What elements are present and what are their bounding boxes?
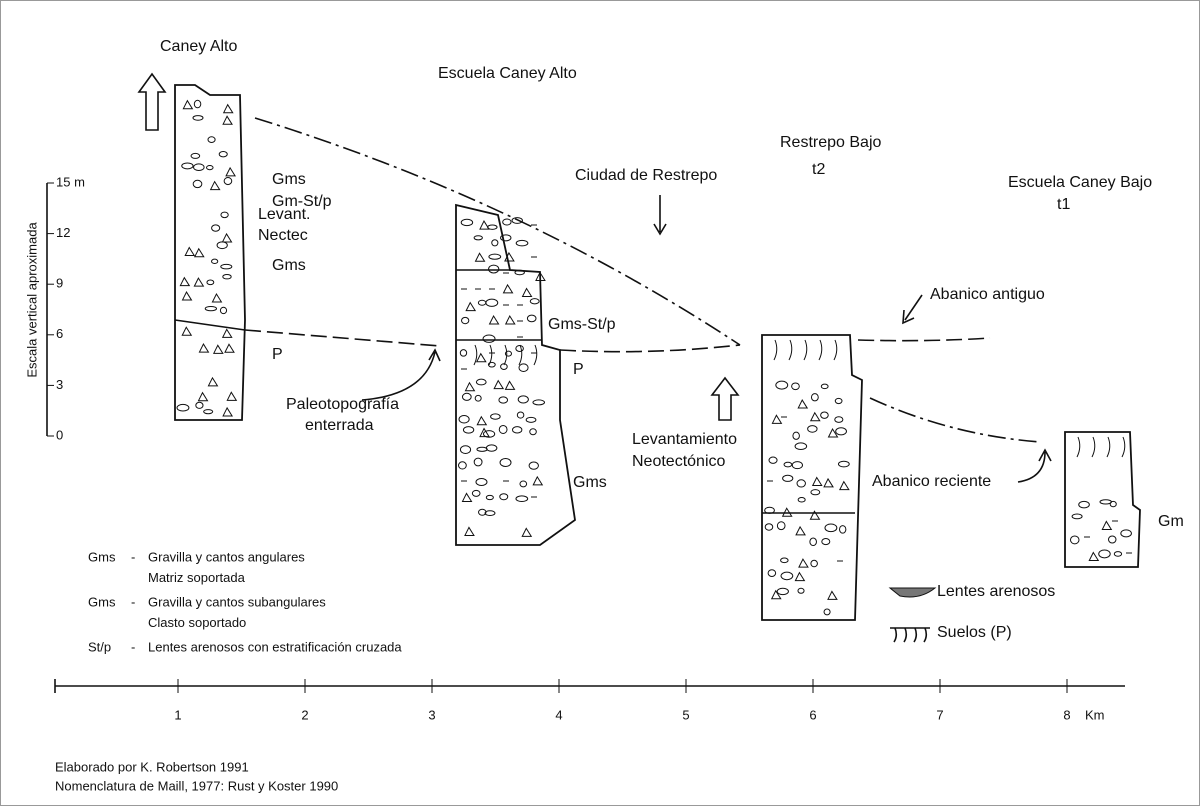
legend-text: Lentes arenosos con estratificación cruz… bbox=[148, 639, 402, 654]
tick-label: 2 bbox=[301, 707, 308, 722]
legend-symbol-label: Lentes arenosos bbox=[937, 583, 1055, 600]
annotation: P bbox=[573, 361, 584, 378]
column bbox=[175, 85, 245, 420]
annotation: enterrada bbox=[305, 417, 374, 434]
annotation: Gm bbox=[1158, 513, 1184, 530]
legend-text: Gravilla y cantos angulares bbox=[148, 549, 305, 564]
tick-label: 6 bbox=[56, 326, 63, 341]
annotation: Neotectónico bbox=[632, 453, 725, 470]
annotation: Gms-St/p bbox=[548, 316, 616, 333]
footer: Elaborado por K. Robertson 1991 bbox=[55, 759, 249, 774]
annotation: Abanico antiguo bbox=[930, 286, 1045, 303]
annotation: Gm-St/p bbox=[272, 193, 332, 210]
annotation: Nectec bbox=[258, 227, 308, 244]
legend-text: Clasto soportado bbox=[148, 615, 246, 630]
tick-label: 15 m bbox=[56, 174, 85, 189]
tick-label: 3 bbox=[56, 377, 63, 392]
legend-text: Matriz soportada bbox=[148, 570, 246, 585]
annotation: Gms bbox=[272, 257, 306, 274]
annotation: Ciudad de Restrepo bbox=[575, 167, 717, 184]
scale-title: Escala vertical aproximada bbox=[24, 222, 39, 378]
tick-label: 7 bbox=[936, 707, 943, 722]
footer: Nomenclatura de Maill, 1977: Rust y Kost… bbox=[55, 778, 338, 793]
legend-dash: - bbox=[131, 594, 135, 609]
tick-label: 1 bbox=[174, 707, 181, 722]
column-sublabel: t1 bbox=[1057, 196, 1070, 213]
tick-label: 12 bbox=[56, 225, 70, 240]
tick-label: 0 bbox=[56, 427, 63, 442]
column-label: Escuela Caney Alto bbox=[438, 65, 577, 82]
annotation: Abanico reciente bbox=[872, 473, 991, 490]
column-label: Restrepo Bajo bbox=[780, 134, 881, 151]
legend-code: Gms bbox=[88, 594, 116, 609]
column-label: Escuela Caney Bajo bbox=[1008, 174, 1152, 191]
legend-code: St/p bbox=[88, 639, 111, 654]
tick-label: 3 bbox=[428, 707, 435, 722]
legend-dash: - bbox=[131, 549, 135, 564]
tick-label: 5 bbox=[682, 707, 689, 722]
annotation: Gms bbox=[272, 171, 306, 188]
legend-symbol-label: Suelos (P) bbox=[937, 624, 1012, 641]
tick-label: 8 bbox=[1063, 707, 1070, 722]
column bbox=[762, 335, 862, 620]
annotation: Paleotopografía bbox=[286, 396, 399, 413]
column-label: Caney Alto bbox=[160, 38, 237, 55]
tick-label: 6 bbox=[809, 707, 816, 722]
tick-label: 9 bbox=[56, 276, 63, 291]
legend-dash: - bbox=[131, 639, 135, 654]
annotation: P bbox=[272, 346, 283, 363]
tick-label: 4 bbox=[555, 707, 562, 722]
legend-code: Gms bbox=[88, 549, 116, 564]
scale-unit: Km bbox=[1085, 707, 1105, 722]
legend-text: Gravilla y cantos subangulares bbox=[148, 594, 326, 609]
diagram: Caney Alto Escuela Caney Alto Restrepo B… bbox=[0, 0, 1200, 806]
annotation: Levantamiento bbox=[632, 431, 737, 448]
annotation: Gms bbox=[573, 474, 607, 491]
column-sublabel: t2 bbox=[812, 161, 825, 178]
